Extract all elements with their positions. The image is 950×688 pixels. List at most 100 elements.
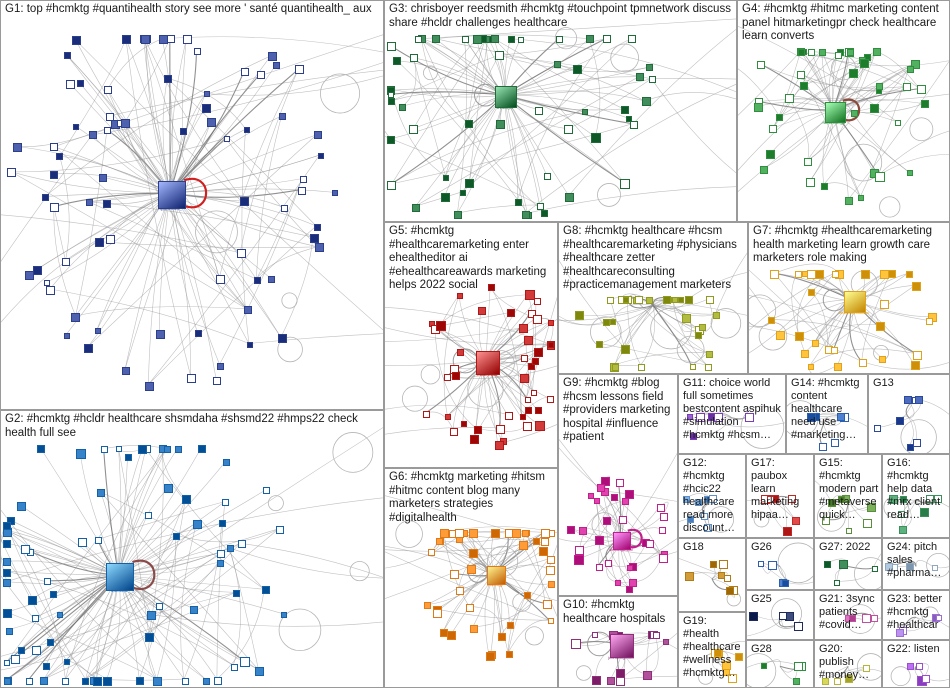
graph-node[interactable]	[5, 627, 13, 635]
graph-node[interactable]	[916, 84, 926, 94]
graph-node[interactable]	[63, 51, 71, 59]
graph-node[interactable]	[616, 668, 626, 678]
graph-node[interactable]	[935, 615, 942, 621]
graph-node[interactable]	[447, 630, 457, 640]
graph-node[interactable]	[578, 526, 587, 535]
graph-node[interactable]	[540, 210, 548, 218]
graph-node[interactable]	[473, 426, 482, 435]
graph-node[interactable]	[124, 454, 132, 462]
graph-node[interactable]	[831, 270, 839, 278]
graph-node[interactable]	[910, 360, 920, 370]
graph-node[interactable]	[618, 515, 627, 524]
graph-node[interactable]	[141, 34, 151, 44]
graph-node[interactable]	[497, 632, 506, 641]
graph-node[interactable]	[776, 113, 784, 121]
graph-node[interactable]	[3, 578, 11, 587]
graph-node[interactable]	[906, 443, 914, 451]
graph-node[interactable]	[93, 676, 103, 686]
graph-node[interactable]	[231, 663, 239, 671]
graph-node[interactable]	[163, 445, 171, 453]
graph-node[interactable]	[547, 581, 555, 589]
graph-node[interactable]	[545, 565, 555, 575]
graph-node[interactable]	[180, 128, 188, 136]
graph-node[interactable]	[657, 503, 666, 512]
graph-node[interactable]	[547, 555, 555, 564]
graph-node[interactable]	[202, 677, 210, 685]
graph-node[interactable]	[71, 312, 81, 322]
graph-node[interactable]	[861, 613, 871, 623]
graph-node[interactable]	[213, 677, 222, 685]
graph-node[interactable]	[572, 64, 582, 74]
graph-node[interactable]	[534, 407, 542, 415]
graph-node[interactable]	[596, 341, 604, 349]
graph-node[interactable]	[464, 119, 473, 128]
graph-node[interactable]	[723, 574, 731, 582]
graph-node[interactable]	[387, 135, 395, 144]
hub-node-g1[interactable]	[158, 181, 186, 209]
hub-node-g3[interactable]	[495, 86, 517, 108]
graph-node[interactable]	[653, 631, 661, 639]
graph-node[interactable]	[45, 285, 55, 295]
graph-node[interactable]	[32, 615, 40, 623]
graph-node[interactable]	[542, 600, 552, 610]
graph-node[interactable]	[625, 115, 632, 122]
graph-node[interactable]	[671, 297, 678, 303]
graph-node[interactable]	[478, 306, 487, 315]
graph-node[interactable]	[506, 650, 514, 658]
graph-node[interactable]	[297, 186, 306, 195]
graph-node[interactable]	[152, 676, 162, 686]
graph-node[interactable]	[603, 516, 612, 525]
graph-node[interactable]	[527, 363, 535, 371]
graph-node[interactable]	[273, 62, 281, 70]
graph-node[interactable]	[766, 496, 774, 504]
graph-node[interactable]	[104, 85, 113, 94]
graph-node[interactable]	[4, 660, 10, 667]
graph-node[interactable]	[63, 333, 70, 340]
graph-node[interactable]	[459, 190, 466, 197]
graph-node[interactable]	[465, 179, 475, 189]
graph-node[interactable]	[905, 270, 913, 278]
graph-node[interactable]	[106, 235, 116, 245]
graph-node[interactable]	[222, 498, 230, 506]
graph-node[interactable]	[453, 211, 462, 219]
graph-node[interactable]	[136, 677, 145, 685]
graph-node[interactable]	[496, 425, 506, 435]
graph-node[interactable]	[662, 296, 671, 304]
graph-node[interactable]	[487, 283, 495, 291]
graph-node[interactable]	[393, 57, 402, 66]
graph-node[interactable]	[595, 563, 603, 571]
graph-node[interactable]	[244, 306, 253, 315]
graph-node[interactable]	[20, 545, 30, 555]
graph-node[interactable]	[194, 330, 202, 338]
graph-node[interactable]	[531, 390, 537, 397]
graph-node[interactable]	[85, 199, 93, 207]
graph-node[interactable]	[263, 487, 271, 495]
graph-node[interactable]	[517, 36, 524, 43]
graph-node[interactable]	[71, 36, 81, 46]
graph-node[interactable]	[735, 653, 743, 662]
graph-node[interactable]	[874, 424, 882, 432]
graph-node[interactable]	[268, 275, 276, 283]
graph-node[interactable]	[541, 538, 550, 547]
graph-node[interactable]	[565, 192, 575, 202]
graph-node[interactable]	[27, 596, 37, 606]
graph-node[interactable]	[757, 60, 766, 69]
graph-node[interactable]	[748, 611, 758, 621]
graph-node[interactable]	[147, 611, 157, 621]
graph-node[interactable]	[523, 335, 533, 345]
graph-node[interactable]	[82, 677, 90, 685]
graph-node[interactable]	[899, 525, 908, 534]
graph-node[interactable]	[213, 377, 222, 386]
graph-node[interactable]	[875, 321, 885, 331]
graph-node[interactable]	[678, 297, 685, 303]
graph-node[interactable]	[521, 529, 529, 537]
graph-node[interactable]	[432, 609, 442, 619]
graph-node[interactable]	[681, 314, 691, 324]
cluster-box-g11[interactable]: G11: choice world full sometimes bestcon…	[678, 374, 786, 454]
graph-node[interactable]	[721, 660, 731, 670]
cluster-box-g15[interactable]: G15: #hcmktg modern part #metaverse quic…	[814, 454, 882, 538]
graph-node[interactable]	[616, 676, 626, 686]
cluster-box-g18[interactable]: G18	[678, 538, 746, 612]
graph-node[interactable]	[3, 522, 11, 531]
graph-node[interactable]	[181, 494, 191, 504]
